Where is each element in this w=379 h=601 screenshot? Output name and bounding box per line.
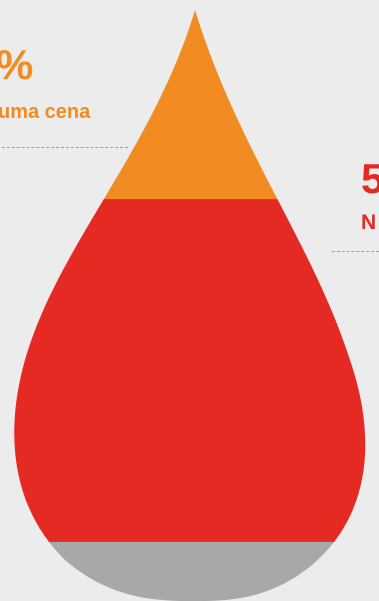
left-percentage: % <box>0 44 33 86</box>
right-caption: N <box>361 211 377 234</box>
right-percentage: 5 <box>361 155 379 202</box>
drop-segment-gray <box>14 541 366 601</box>
drop-segment-red <box>14 199 366 543</box>
left-leader-line <box>2 147 128 148</box>
left-caption: uma cena <box>0 101 91 123</box>
right-leader-line <box>332 251 379 252</box>
